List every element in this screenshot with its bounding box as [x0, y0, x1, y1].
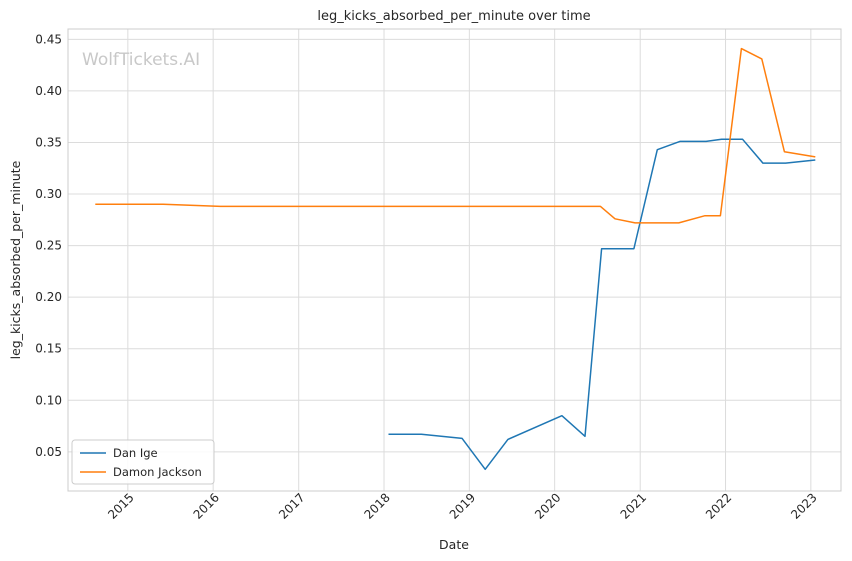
y-tick-label: 0.20	[35, 290, 62, 304]
y-tick-label: 0.30	[35, 187, 62, 201]
series-layer	[95, 47, 816, 471]
legend-box	[71, 439, 215, 485]
x-axis-title: Date	[439, 537, 469, 552]
legend-label-damon-jackson: Damon Jackson	[113, 465, 202, 479]
y-tick-label: 0.25	[35, 239, 62, 253]
legend: Dan Ige Damon Jackson	[71, 439, 215, 485]
y-axis-title: leg_kicks_absorbed_per_minute	[8, 160, 23, 359]
y-tick-label: 0.35	[35, 135, 62, 149]
watermark-text: WolfTickets.AI	[82, 50, 200, 70]
legend-label-dan-ige: Dan Ige	[113, 446, 158, 460]
grid	[68, 29, 841, 491]
y-tick-label: 0.40	[35, 84, 62, 98]
y-tick-labels: 0.05 0.10 0.15 0.20 0.25 0.30 0.35 0.40 0.45	[35, 32, 62, 459]
y-tick-label: 0.45	[35, 32, 62, 46]
y-tick-label: 0.10	[35, 393, 62, 407]
chart-title: leg_kicks_absorbed_per_minute over time	[317, 9, 590, 24]
plot-frame	[67, 28, 842, 492]
y-tick-label: 0.15	[35, 342, 62, 356]
y-tick-label: 0.05	[35, 445, 62, 459]
